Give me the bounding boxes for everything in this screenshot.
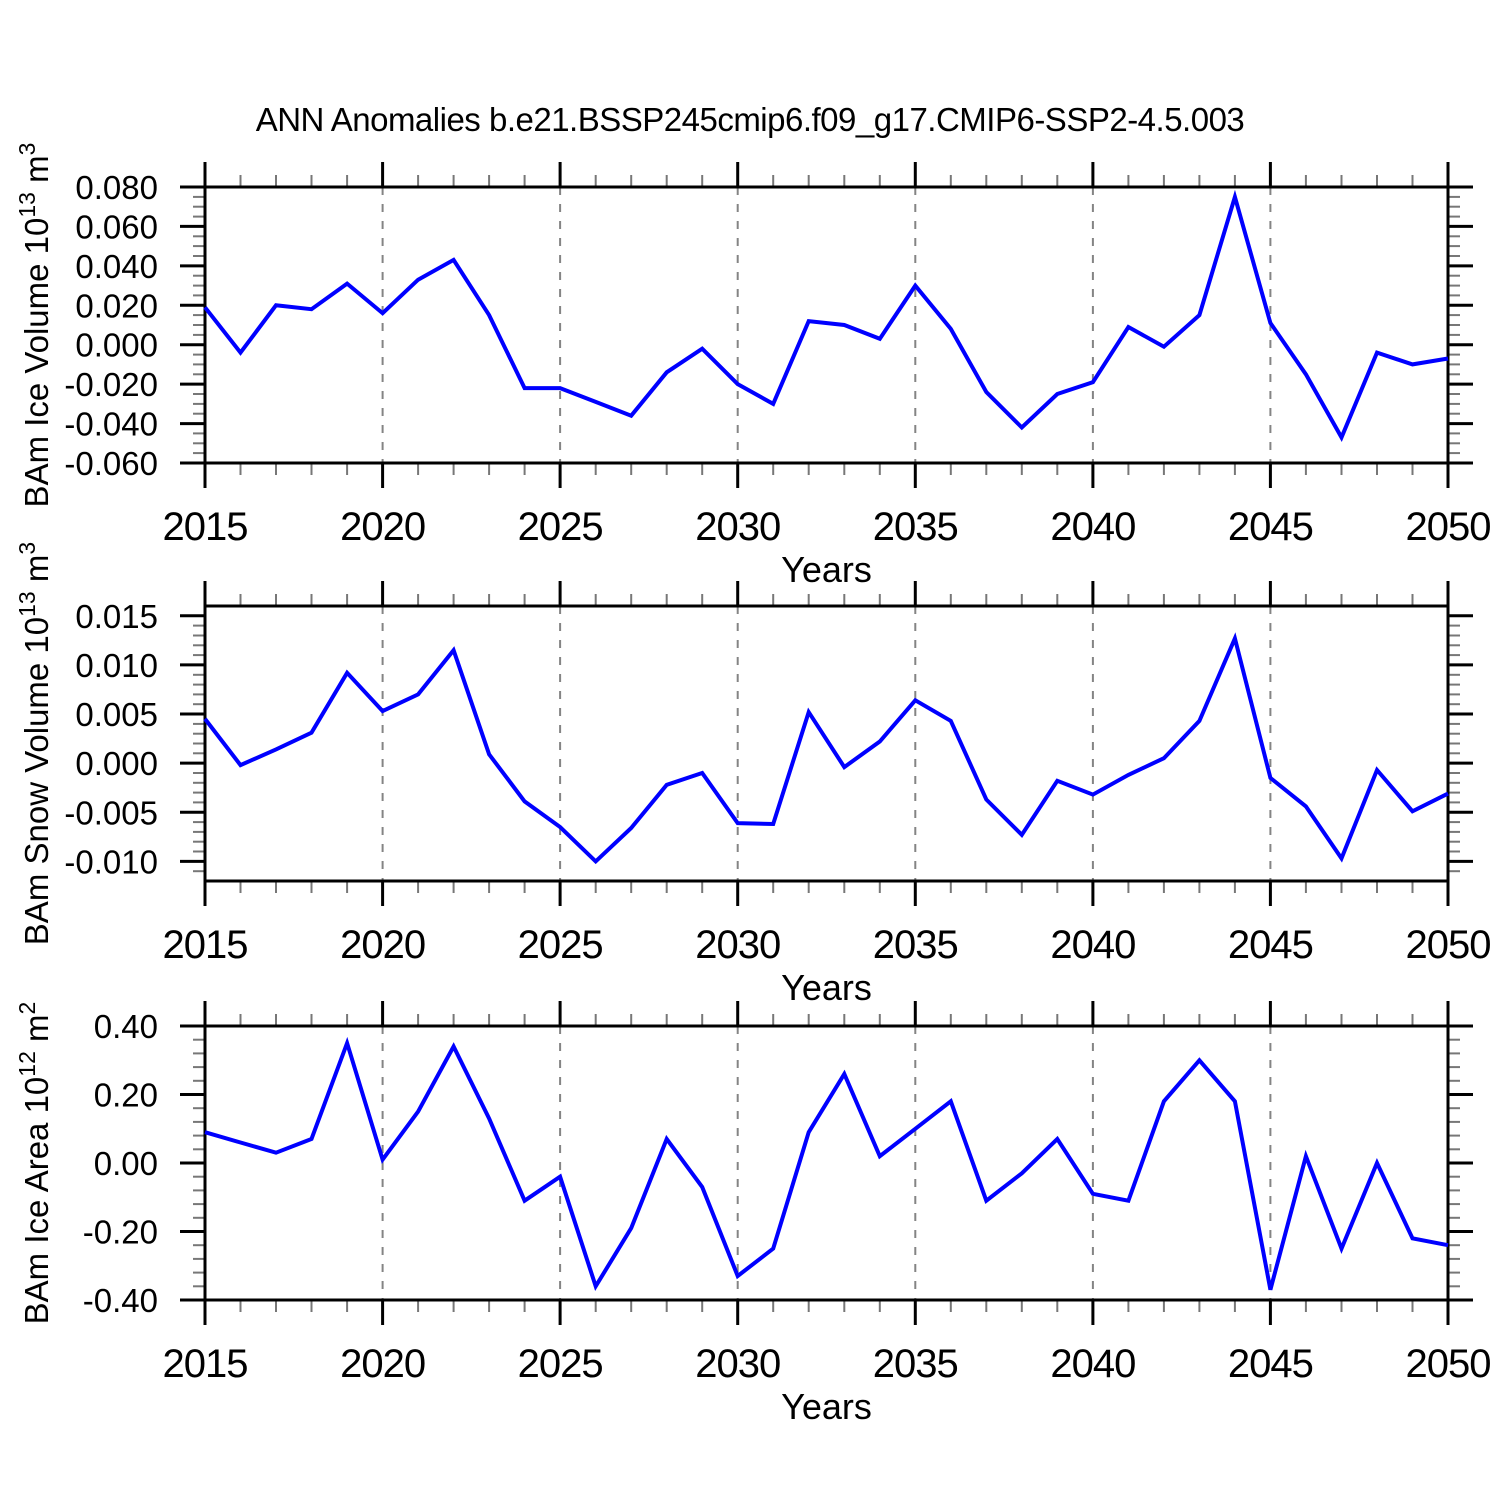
- x-tick-label: 2035: [873, 923, 958, 967]
- x-tick-label: 2035: [873, 1342, 958, 1386]
- x-tick-label: 2020: [340, 505, 425, 549]
- x-tick-label: 2030: [695, 1342, 780, 1386]
- y-tick-label: -0.40: [83, 1282, 158, 1319]
- x-tick-label: 2045: [1228, 505, 1313, 549]
- x-tick-label: 2020: [340, 923, 425, 967]
- y-tick-label: 0.015: [75, 598, 158, 635]
- x-tick-label: 2030: [695, 923, 780, 967]
- x-axis-label: Years: [781, 967, 872, 1008]
- ice-volume-panel: -0.060-0.040-0.0200.0000.0200.0400.0600.…: [14, 143, 1491, 590]
- x-axis-label: Years: [781, 1386, 872, 1427]
- y-tick-label: 0.010: [75, 647, 158, 684]
- y-tick-label: -0.005: [64, 794, 158, 831]
- y-tick-label: -0.010: [64, 843, 158, 880]
- snow-volume-panel: -0.010 -0.005 0.000 0.005 0.010 0.015 2015 2020…: [14, 542, 1491, 1008]
- chart-title: ANN Anomalies b.e21.BSSP245cmip6.f09_g17…: [255, 101, 1245, 138]
- x-tick-label: 2040: [1050, 505, 1135, 549]
- plot-frame: [203, 604, 1450, 883]
- y-tick-label: 0.40: [94, 1008, 158, 1045]
- y-tick-label: 0.060: [75, 208, 158, 245]
- x-tick-label: 2045: [1228, 1342, 1313, 1386]
- x-tick-label: 2015: [163, 505, 248, 549]
- x-tick-label: 2020: [340, 1342, 425, 1386]
- y-tick-label: 0.020: [75, 287, 158, 324]
- x-tick-label: 2025: [518, 505, 603, 549]
- x-tick-label: 2045: [1228, 923, 1313, 967]
- y-tick-label: -0.040: [64, 406, 158, 443]
- y-tick-label: -0.020: [64, 366, 158, 403]
- y-axis-label: BAm Ice Volume 1013 m3: [14, 143, 55, 508]
- x-tick-label: 2040: [1050, 923, 1135, 967]
- x-tick-label: 2050: [1406, 1342, 1491, 1386]
- y-tick-label: 0.080: [75, 169, 158, 206]
- plot-frame: [203, 185, 1450, 465]
- y-tick-label: -0.20: [83, 1214, 158, 1251]
- y-tick-label: 0.000: [75, 327, 158, 364]
- x-tick-label: 2025: [518, 923, 603, 967]
- y-tick-label: 0.20: [94, 1077, 158, 1114]
- x-tick-label: 2040: [1050, 1342, 1135, 1386]
- ice-area-line: [204, 1036, 1449, 1292]
- x-tick-label: 2050: [1406, 923, 1491, 967]
- y-tick-label: 0.040: [75, 248, 158, 285]
- snow-volume-line: [203, 632, 1449, 865]
- y-tick-label: 0.000: [75, 745, 158, 782]
- x-tick-label: 2015: [163, 923, 248, 967]
- y-tick-label: 0.00: [94, 1145, 158, 1182]
- ice-area-panel: -0.40 -0.20 0.00 0.20 0.40 2015 2020 2025 2030 20…: [14, 1001, 1491, 1427]
- x-tick-label: 2050: [1406, 505, 1491, 549]
- x-tick-label: 2015: [163, 1342, 248, 1386]
- x-axis-label: Years: [781, 549, 872, 590]
- y-tick-label: 0.005: [75, 696, 158, 733]
- x-tick-label: 2025: [518, 1342, 603, 1386]
- y-axis-label: BAm Ice Area 1012 m2: [14, 1002, 55, 1325]
- ice-volume-line: [203, 189, 1449, 442]
- plot-frame: [203, 1024, 1450, 1302]
- y-axis-label: BAm Snow Volume 1013 m3: [14, 542, 55, 945]
- y-tick-label: -0.060: [64, 445, 158, 482]
- x-tick-label: 2035: [873, 505, 958, 549]
- x-tick-label: 2030: [695, 505, 780, 549]
